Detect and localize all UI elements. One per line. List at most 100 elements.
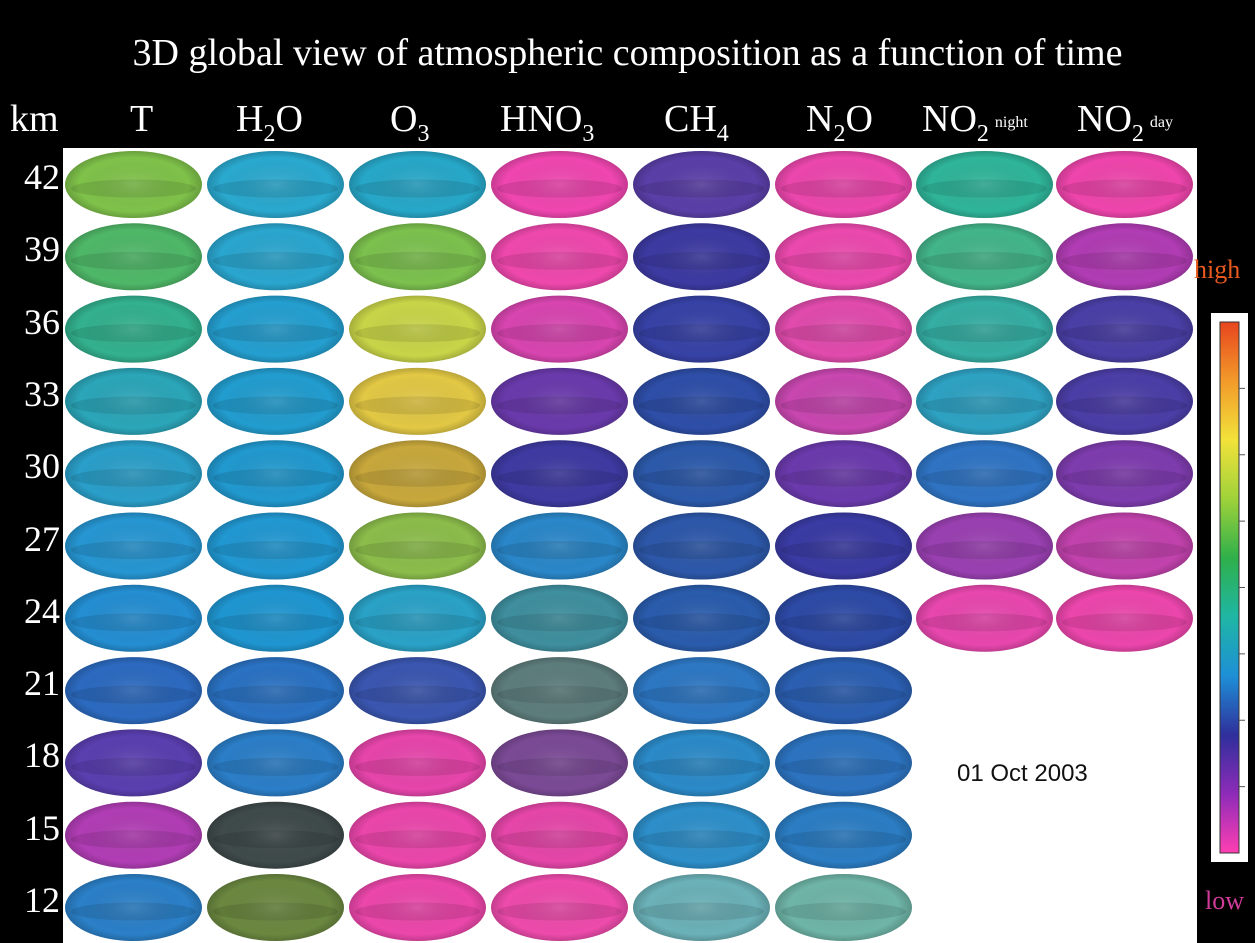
species-header: H2O [236, 98, 303, 147]
map-shading [491, 729, 628, 797]
map-shading [1056, 295, 1193, 363]
altitude-label: 18 [24, 735, 60, 776]
map-shading [633, 223, 770, 291]
map-shading [207, 151, 344, 218]
map-shading [207, 295, 344, 363]
map-shading [775, 801, 912, 869]
species-header: O3 [390, 98, 430, 147]
map-shading [775, 657, 912, 725]
colorbar-gradient [1219, 321, 1240, 854]
altitude-unit-label: km [10, 98, 59, 140]
map-shading [633, 729, 770, 797]
map-shading [491, 584, 628, 652]
map-shading [491, 367, 628, 435]
map-shading [491, 440, 628, 508]
map-shading [65, 584, 202, 652]
altitude-label: 33 [24, 373, 60, 414]
map-shading [491, 874, 628, 941]
map-shading [491, 151, 628, 218]
map-shading [775, 295, 912, 363]
map-shading [207, 657, 344, 725]
map-shading [65, 440, 202, 508]
map-shading [65, 801, 202, 869]
altitude-axis-bar [0, 148, 63, 943]
map-shading [1056, 223, 1193, 291]
colorbar-low-label: low [1205, 886, 1244, 915]
map-shading [633, 512, 770, 580]
map-shading [65, 223, 202, 291]
map-shading [916, 223, 1053, 291]
map-shading [349, 367, 486, 435]
altitude-label: 39 [24, 229, 60, 270]
map-shading [633, 367, 770, 435]
map-shading [916, 584, 1053, 652]
map-shading [207, 874, 344, 941]
date-label: 01 Oct 2003 [957, 760, 1088, 787]
map-shading [349, 801, 486, 869]
map-shading [65, 512, 202, 580]
map-shading [207, 440, 344, 508]
altitude-label: 27 [24, 518, 60, 559]
map-shading [775, 440, 912, 508]
species-header: NO2 day [1077, 98, 1173, 147]
map-shading [916, 151, 1053, 218]
map-shading [207, 729, 344, 797]
map-shading [491, 512, 628, 580]
map-shading [775, 874, 912, 941]
map-shading [775, 367, 912, 435]
map-shading [1056, 512, 1193, 580]
map-shading [916, 440, 1053, 508]
map-shading [775, 729, 912, 797]
map-shading [491, 657, 628, 725]
title-bar [0, 0, 1255, 148]
map-shading [65, 874, 202, 941]
map-shading [633, 295, 770, 363]
map-shading [349, 874, 486, 941]
map-shading [65, 151, 202, 218]
map-shading [633, 657, 770, 725]
slide-title: 3D global view of atmospheric compositio… [132, 32, 1123, 74]
altitude-label: 42 [24, 157, 60, 197]
map-shading [775, 223, 912, 291]
map-shading [633, 584, 770, 652]
map-shading [775, 584, 912, 652]
map-shading [65, 367, 202, 435]
map-shading [349, 584, 486, 652]
map-shading [1056, 584, 1193, 652]
species-header: CH4 [664, 98, 729, 147]
map-shading [207, 367, 344, 435]
map-shading [349, 223, 486, 291]
map-shading [65, 295, 202, 363]
map-shading [65, 657, 202, 725]
map-shading [491, 801, 628, 869]
map-shading [491, 223, 628, 291]
map-shading [349, 512, 486, 580]
altitude-label: 36 [24, 301, 60, 342]
map-shading [349, 729, 486, 797]
map-shading [1056, 440, 1193, 508]
map-shading [65, 729, 202, 797]
colorbar [1211, 313, 1248, 862]
map-shading [207, 801, 344, 869]
species-header: HNO3 [500, 98, 595, 147]
map-shading [207, 223, 344, 291]
altitude-label: 15 [24, 807, 60, 848]
map-shading [349, 295, 486, 363]
map-shading [349, 151, 486, 218]
map-shading [1056, 367, 1193, 435]
species-header: N2O [806, 98, 873, 147]
map-shading [633, 801, 770, 869]
map-shading [491, 295, 628, 363]
map-shading [207, 584, 344, 652]
map-shading [1056, 151, 1193, 218]
map-shading [633, 151, 770, 218]
map-shading [349, 657, 486, 725]
map-shading [633, 874, 770, 941]
altitude-label: 30 [24, 446, 60, 487]
map-shading [916, 367, 1053, 435]
map-shading [775, 512, 912, 580]
map-shading [349, 440, 486, 508]
altitude-label: 21 [24, 663, 60, 704]
